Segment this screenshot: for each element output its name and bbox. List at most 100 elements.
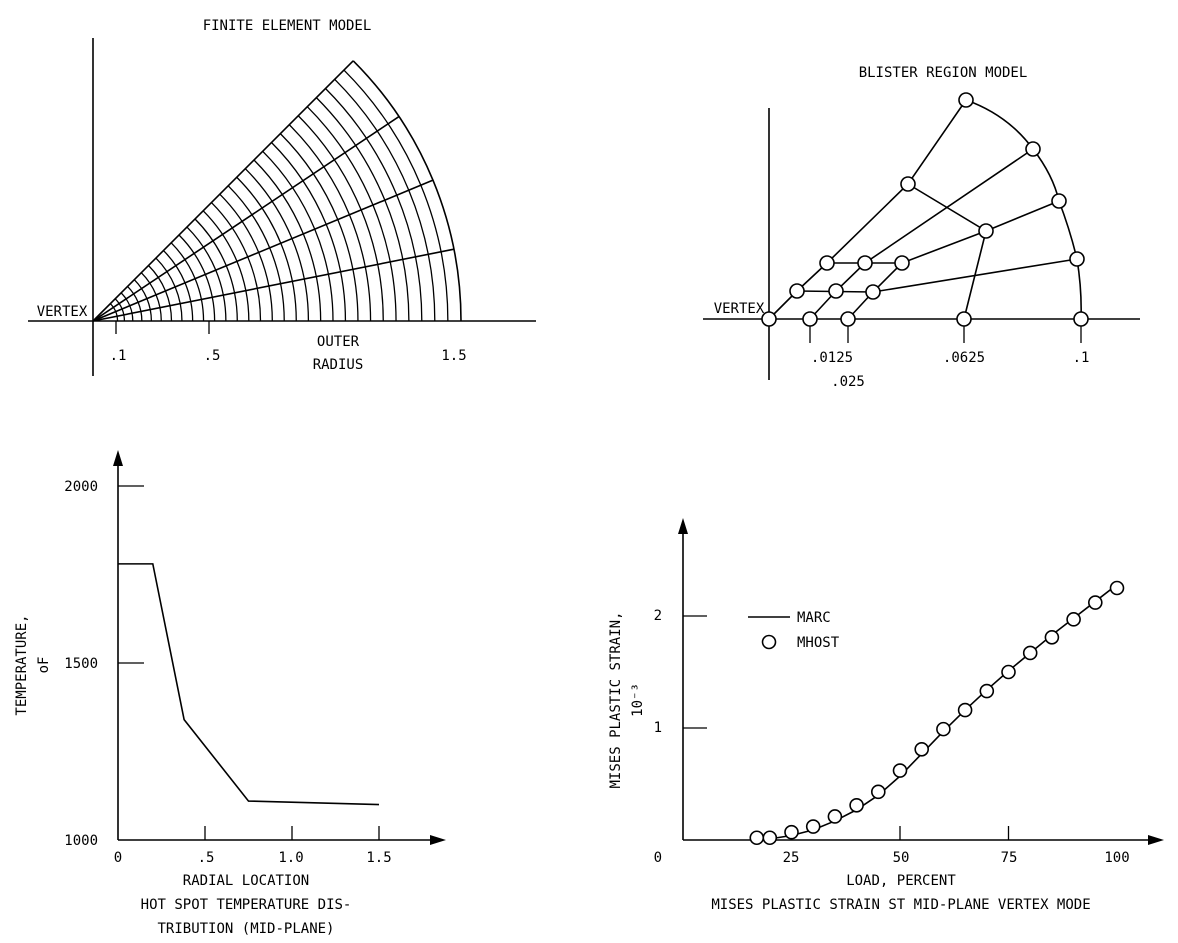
blister-cross-line [907,183,987,320]
blister-tick-label: .0125 [811,350,853,366]
mhost-data-point [1044,629,1060,645]
mhost-data-point [784,824,799,840]
temp-series-line [118,563,380,806]
strain-y-unit: 10⁻³ [630,683,646,717]
blister-node [857,255,873,271]
blister-node [1073,311,1089,327]
legend-marc-label: MARC [797,610,831,626]
fem-tick-label: .5 [204,348,221,364]
fem-mesh-ray [92,248,455,322]
strain-chart: 2 1 0 25 50 75 100 MARC MHOST MISES PLAS… [608,518,1164,913]
fem-tick-label: 1.5 [441,348,466,364]
fem-mesh-ray [92,115,400,322]
strain-x-tick-label: 75 [1001,850,1018,866]
mhost-data-point [892,763,908,778]
strain-x-arrow-icon [1148,835,1164,845]
temperature-chart: 2000 1500 1000 0 .5 1.0 1.5 TEMPERATURE,… [14,450,446,937]
blister-node [978,223,994,239]
blister-node [1025,141,1041,157]
blister-node [894,255,910,271]
strain-y-tick-label: 2 [654,608,662,624]
fem-panel: FINITE ELEMENT MODEL VERTEX .1 .5 1.5 OU… [28,18,536,376]
mhost-data-point [849,797,864,813]
strain-x-ticks [790,826,1010,840]
fem-title: FINITE ELEMENT MODEL [203,18,372,34]
strain-caption: MISES PLASTIC STRAIN ST MID-PLANE VERTEX… [711,897,1090,913]
temp-y-tick-label: 2000 [64,479,98,495]
temp-x-ticks [204,826,380,840]
blister-node [1051,193,1067,209]
fem-outer-label: OUTER [317,334,360,350]
mhost-data-point [957,702,973,718]
blister-tick-label: .025 [831,374,865,390]
mhost-data-point [936,721,951,737]
strain-x-label: LOAD, PERCENT [846,873,956,889]
strain-x-tick-label: 50 [893,850,910,866]
blister-node [840,311,856,327]
mhost-data-point [1109,580,1125,596]
blister-outer-boundary [965,99,1082,320]
blister-mesh [768,99,1082,320]
strain-y-ticks [683,615,707,729]
strain-y-arrow-icon [678,518,688,534]
fem-mesh-ray [92,179,434,322]
strain-x-tick-label: 25 [783,850,800,866]
strain-x-tick-label: 100 [1104,850,1129,866]
blister-tick-label: .0625 [943,350,985,366]
temp-y-arrow-icon [113,450,123,466]
temp-y-ticks [118,485,144,664]
mhost-data-point [1066,612,1081,627]
mhost-data-point [1088,595,1103,610]
blister-node [819,255,835,271]
strain-y-tick-label: 1 [654,720,662,736]
mhost-data-point [1001,664,1016,680]
fem-tick-label: .1 [110,348,127,364]
temp-x-tick-label: 0 [114,850,122,866]
blister-ray [809,148,1034,320]
blister-nodes [761,92,1089,327]
fem-vertex-label: VERTEX [37,304,88,320]
mhost-data-point [827,809,843,824]
mhost-data-point [749,830,765,846]
mhost-data-point [1022,645,1038,661]
strain-mhost-points [749,580,1125,846]
fem-mesh-ray [92,60,354,322]
mhost-data-point [762,830,778,846]
temp-y-tick-label: 1500 [64,656,98,672]
strain-y-label: MISES PLASTIC STRAIN, [608,611,624,788]
blister-panel: BLISTER REGION MODEL [703,65,1140,390]
mhost-data-point [805,819,821,834]
mhost-data-point [979,683,995,699]
blister-node [900,176,916,192]
blister-node [865,284,881,300]
temp-x-tick-label: 1.0 [278,850,303,866]
blister-node [828,283,844,299]
temp-x-tick-label: 1.5 [366,850,391,866]
blister-node [1069,251,1085,267]
blister-node [789,283,805,299]
temp-y-label: TEMPERATURE, [14,614,30,715]
blister-node [956,311,972,327]
fem-radius-label: RADIUS [313,357,364,373]
legend-mhost-label: MHOST [797,635,840,651]
blister-ray [847,200,1060,320]
strain-y-tick-label: 0 [654,850,662,866]
temp-caption-line-1: HOT SPOT TEMPERATURE DIS- [141,897,352,913]
temp-x-tick-label: .5 [198,850,215,866]
fem-mesh-rays [92,60,455,322]
blister-vertex-label: VERTEX [714,301,765,317]
temp-y-tick-label: 1000 [64,833,98,849]
blister-title: BLISTER REGION MODEL [859,65,1028,81]
temp-x-arrow-icon [430,835,446,845]
mhost-data-point [870,784,886,800]
temp-x-label: RADIAL LOCATION [183,873,309,889]
temp-y-unit: oF [36,657,52,674]
blister-tick-label: .1 [1073,350,1090,366]
blister-node [958,92,974,108]
blister-node [761,311,777,327]
blister-node [802,311,818,327]
mhost-data-point [914,741,930,757]
legend-mhost-marker [761,634,777,650]
